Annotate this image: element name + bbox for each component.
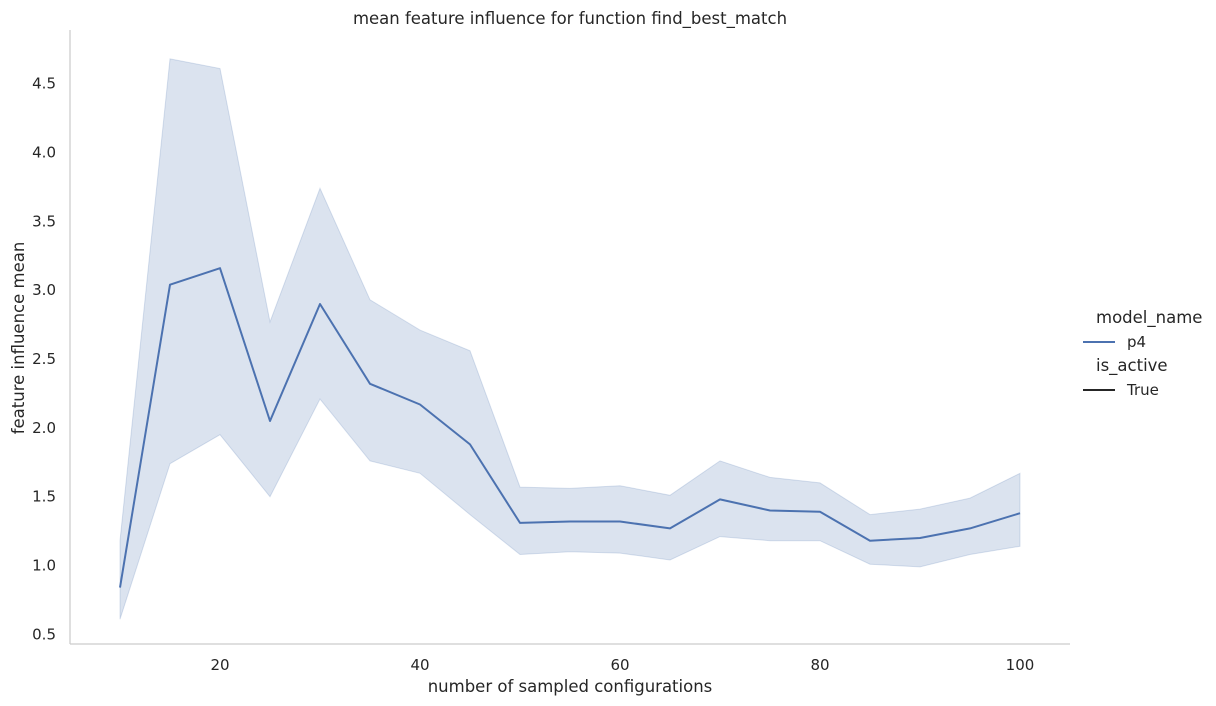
legend: model_name p4 is_active True xyxy=(1083,308,1202,399)
y-axis-ticks: 0.5 1.0 1.5 2.0 2.5 3.0 3.5 4.0 4.5 xyxy=(32,75,56,644)
chart-title: mean feature influence for function find… xyxy=(353,9,787,29)
x-tick-label: 60 xyxy=(610,656,629,674)
y-axis-title: feature influence mean xyxy=(9,242,28,435)
plot-area xyxy=(119,58,1021,620)
y-tick-label: 0.5 xyxy=(32,625,56,643)
y-tick-label: 3.0 xyxy=(32,281,56,299)
series-line xyxy=(119,267,1021,588)
legend-title: model_name xyxy=(1096,308,1202,328)
x-axis-title: number of sampled configurations xyxy=(428,677,713,696)
x-axis-ticks: 20 40 60 80 100 xyxy=(210,656,1034,674)
y-tick-label: 4.0 xyxy=(32,144,56,162)
confidence-band xyxy=(119,58,1021,620)
legend-label: True xyxy=(1126,381,1159,399)
y-tick-label: 2.0 xyxy=(32,419,56,437)
y-tick-label: 1.5 xyxy=(32,488,56,506)
y-tick-label: 4.5 xyxy=(32,75,56,93)
y-tick-label: 3.5 xyxy=(32,212,56,230)
x-tick-label: 100 xyxy=(1006,656,1035,674)
x-tick-label: 80 xyxy=(810,656,829,674)
x-tick-label: 20 xyxy=(210,656,229,674)
legend-title: is_active xyxy=(1096,356,1168,376)
legend-label: p4 xyxy=(1127,333,1146,351)
x-tick-label: 40 xyxy=(410,656,429,674)
y-tick-label: 2.5 xyxy=(32,350,56,368)
y-tick-label: 1.0 xyxy=(32,557,56,575)
